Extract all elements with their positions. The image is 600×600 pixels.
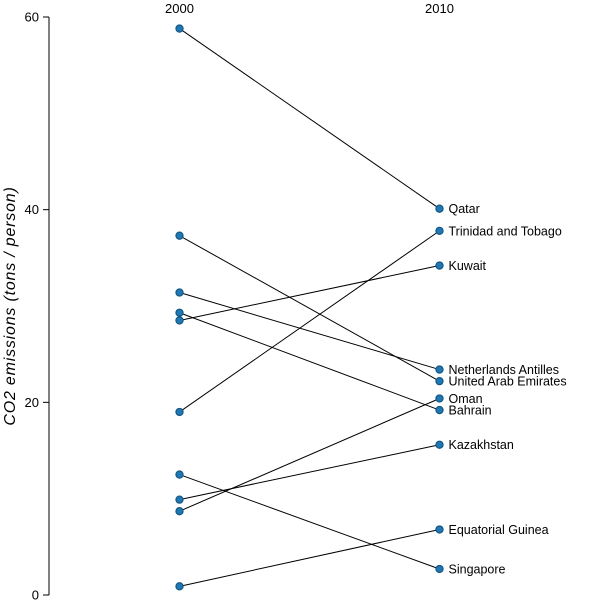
- slope-line-bahrain: [179, 312, 440, 411]
- country-label-trinidad-and-tobago: Trinidad and Tobago: [449, 224, 562, 238]
- dot-oman-2000: [175, 507, 184, 516]
- dot-equatorial-guinea-2010: [435, 525, 444, 534]
- dot-kuwait-2000: [175, 316, 184, 325]
- dot-trinidad-and-tobago-2010: [435, 226, 444, 236]
- dot-singapore-2000: [175, 470, 184, 479]
- slope-line-kuwait: [179, 265, 440, 321]
- country-label-kazakhstan: Kazakhstan: [449, 438, 514, 452]
- country-label-kuwait: Kuwait: [449, 259, 487, 273]
- dot-trinidad-and-tobago-2000: [175, 407, 184, 417]
- slope-line-singapore: [179, 474, 440, 570]
- y-axis-tick-label-0: 0: [32, 588, 39, 600]
- dot-singapore-2010: [435, 564, 444, 574]
- dot-netherlands-antilles-2010: [435, 365, 444, 374]
- y-axis-title: CO2 emissions (tons / person): [2, 186, 19, 425]
- slope-line-united-arab-emirates: [179, 235, 440, 382]
- column-header-2010: 2010: [425, 1, 454, 16]
- y-axis-tick-label-60: 60: [25, 10, 39, 25]
- dot-bahrain-2000: [175, 308, 184, 317]
- dot-equatorial-guinea-2000: [175, 582, 184, 591]
- dot-kuwait-2010: [435, 261, 444, 270]
- slope-line-oman: [179, 398, 440, 512]
- slope-line-netherlands-antilles: [179, 292, 440, 371]
- dot-bahrain-2010: [435, 405, 444, 415]
- dot-united-arab-emirates-2000: [175, 231, 184, 240]
- country-label-oman: Oman: [449, 392, 483, 406]
- dot-netherlands-antilles-2000: [175, 288, 184, 297]
- country-label-equatorial-guinea: Equatorial Guinea: [449, 523, 549, 537]
- column-header-2000: 2000: [165, 1, 194, 16]
- slope-line-qatar: [179, 28, 440, 210]
- dot-kazakhstan-2000: [175, 495, 184, 504]
- slope-line-trinidad-and-tobago: [179, 230, 440, 413]
- dot-qatar-2000: [175, 24, 184, 33]
- slope-line-equatorial-guinea: [179, 529, 440, 587]
- country-label-qatar: Qatar: [449, 202, 480, 216]
- slope-line-kazakhstan: [179, 444, 440, 501]
- dot-oman-2010: [435, 394, 444, 403]
- y-axis-tick-label-20: 20: [25, 395, 39, 410]
- y-axis-tick-label-40: 40: [25, 202, 39, 217]
- dot-united-arab-emirates-2010: [435, 376, 444, 386]
- country-label-bahrain: Bahrain: [449, 404, 492, 418]
- dot-kazakhstan-2010: [435, 440, 444, 449]
- dot-qatar-2010: [435, 204, 444, 213]
- country-label-netherlands-antilles: Netherlands Antilles: [449, 363, 559, 377]
- country-label-united-arab-emirates: United Arab Emirates: [449, 375, 567, 389]
- country-label-singapore: Singapore: [449, 562, 506, 576]
